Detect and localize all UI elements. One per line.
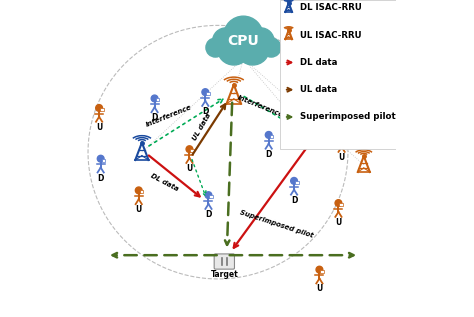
Circle shape <box>262 38 281 57</box>
FancyBboxPatch shape <box>295 181 299 184</box>
FancyBboxPatch shape <box>210 195 213 198</box>
Text: DL data: DL data <box>301 58 338 67</box>
Circle shape <box>265 132 272 138</box>
Text: Interference: Interference <box>145 104 193 128</box>
Text: D: D <box>291 196 297 205</box>
Circle shape <box>338 135 345 141</box>
Text: UL data: UL data <box>301 85 337 94</box>
Text: D: D <box>202 107 209 116</box>
Circle shape <box>247 28 274 55</box>
Text: U: U <box>136 205 142 214</box>
Circle shape <box>186 146 193 152</box>
Text: D: D <box>265 150 272 159</box>
Circle shape <box>224 16 263 55</box>
Text: DL data: DL data <box>149 172 179 192</box>
Text: D: D <box>151 113 158 122</box>
FancyBboxPatch shape <box>320 269 324 273</box>
Circle shape <box>205 192 212 198</box>
FancyBboxPatch shape <box>214 254 235 269</box>
FancyBboxPatch shape <box>102 158 105 162</box>
FancyBboxPatch shape <box>155 98 159 101</box>
FancyBboxPatch shape <box>191 149 194 152</box>
Circle shape <box>97 155 104 162</box>
Circle shape <box>335 200 342 206</box>
FancyBboxPatch shape <box>343 138 346 141</box>
Text: Superimposed pilot: Superimposed pilot <box>301 113 396 121</box>
Text: UL data: UL data <box>191 112 212 141</box>
FancyBboxPatch shape <box>339 203 343 206</box>
Circle shape <box>96 105 102 111</box>
Text: D: D <box>98 173 104 183</box>
FancyBboxPatch shape <box>140 190 144 193</box>
Circle shape <box>206 38 225 57</box>
Text: U: U <box>186 164 192 173</box>
Text: CPU: CPU <box>228 34 259 48</box>
Circle shape <box>202 89 209 95</box>
Circle shape <box>151 95 158 102</box>
Circle shape <box>136 187 142 194</box>
Circle shape <box>291 178 297 184</box>
FancyBboxPatch shape <box>206 92 210 95</box>
Text: DL ISAC-RRU: DL ISAC-RRU <box>301 3 362 12</box>
Text: U: U <box>335 218 342 227</box>
Text: U: U <box>96 123 102 132</box>
Text: Target: Target <box>210 270 238 279</box>
Circle shape <box>218 32 250 65</box>
Text: U: U <box>316 284 322 294</box>
FancyBboxPatch shape <box>100 108 104 111</box>
FancyBboxPatch shape <box>280 0 395 149</box>
Circle shape <box>237 32 269 65</box>
Circle shape <box>213 28 239 55</box>
Text: UL ISAC-RRU: UL ISAC-RRU <box>301 31 362 40</box>
FancyBboxPatch shape <box>270 135 273 138</box>
Text: Interference: Interference <box>237 94 285 118</box>
Text: D: D <box>205 210 212 219</box>
Text: Superimposed pilot: Superimposed pilot <box>239 209 314 238</box>
Text: U: U <box>338 153 345 162</box>
Circle shape <box>316 266 323 273</box>
